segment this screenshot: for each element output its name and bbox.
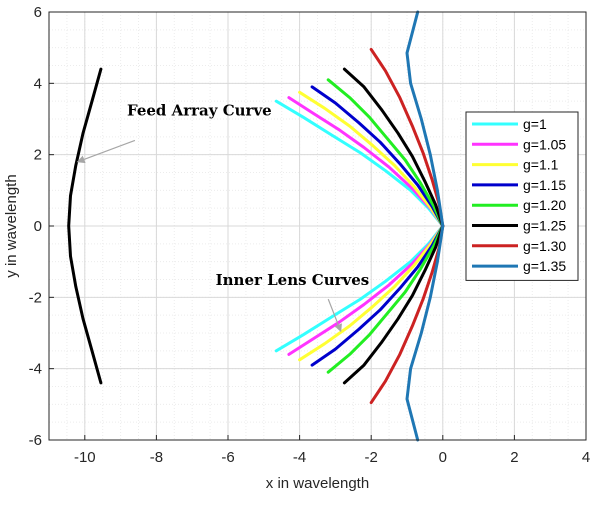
annotation-label: Inner Lens Curves xyxy=(216,271,370,289)
x-tick-label: -4 xyxy=(293,449,306,466)
legend-entry: g=1.35 xyxy=(523,258,566,274)
annotation-arrow xyxy=(76,139,136,164)
series-line-feed-array xyxy=(67,67,103,385)
annotation-label: Feed Array Curve xyxy=(127,101,272,119)
series-line-g-1-35 xyxy=(405,10,445,442)
y-tick-label: -4 xyxy=(29,361,42,378)
x-tick-label: 4 xyxy=(582,449,590,466)
y-tick-label: -2 xyxy=(29,289,42,306)
legend-entry: g=1.20 xyxy=(523,197,566,213)
legend: g=1 g=1.05 g=1.1 g=1.15 g=1.20 g=1.25 g=1.30 g=… xyxy=(465,111,579,281)
annotation-arrow xyxy=(327,298,342,333)
legend-entry: g=1.05 xyxy=(523,136,566,152)
y-axis-ticks: -6 -4 -2 0 2 4 6 xyxy=(29,4,54,449)
y-tick-label: 4 xyxy=(34,75,42,92)
x-tick-label: 0 xyxy=(439,449,447,466)
legend-entry: g=1.30 xyxy=(523,238,566,254)
y-tick-label: 0 xyxy=(34,218,42,235)
y-tick-label: 2 xyxy=(34,147,42,164)
x-tick-label: -8 xyxy=(150,449,163,466)
y-axis-label: y in wavelength xyxy=(3,174,20,277)
series-layer xyxy=(67,10,445,442)
annotation-layer: Feed Array Curve Inner Lens Curves xyxy=(76,101,370,333)
legend-entry: g=1.15 xyxy=(523,177,566,193)
legend-box xyxy=(465,111,579,281)
x-axis-ticks: -10 -8 -6 -4 -2 0 2 4 xyxy=(74,435,590,466)
legend-entry: g=1 xyxy=(523,116,547,132)
y-tick-label: 6 xyxy=(34,4,42,21)
x-tick-label: 2 xyxy=(510,449,518,466)
x-tick-label: -2 xyxy=(365,449,378,466)
y-tick-label: -6 xyxy=(29,432,42,449)
x-tick-label: -6 xyxy=(221,449,234,466)
legend-entry: g=1.25 xyxy=(523,218,566,234)
x-axis-label: x in wavelength xyxy=(266,475,369,492)
x-tick-label: -10 xyxy=(74,449,96,466)
legend-entry: g=1.1 xyxy=(523,157,559,173)
